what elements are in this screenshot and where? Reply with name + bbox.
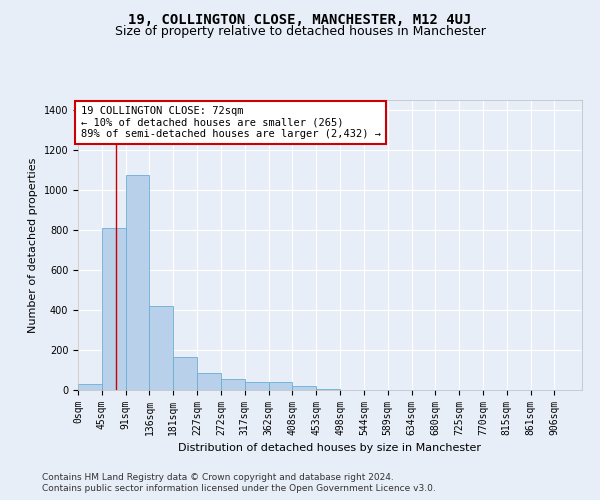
Bar (269, 382, 292, 390)
Text: Contains HM Land Registry data © Crown copyright and database right 2024.: Contains HM Land Registry data © Crown c… (42, 472, 394, 482)
Bar (173, 357, 197, 390)
Bar (292, 386, 316, 390)
Bar (197, 373, 221, 390)
Text: Contains public sector information licensed under the Open Government Licence v3: Contains public sector information licen… (42, 484, 436, 493)
Bar (245, 382, 269, 390)
Y-axis label: Number of detached properties: Number of detached properties (28, 158, 38, 332)
Text: 19, COLLINGTON CLOSE, MANCHESTER, M12 4UJ: 19, COLLINGTON CLOSE, MANCHESTER, M12 4U… (128, 12, 472, 26)
Bar (78, 384, 102, 390)
X-axis label: Distribution of detached houses by size in Manchester: Distribution of detached houses by size … (179, 444, 482, 454)
Bar (149, 306, 173, 390)
Text: 19 COLLINGTON CLOSE: 72sqm
← 10% of detached houses are smaller (265)
89% of sem: 19 COLLINGTON CLOSE: 72sqm ← 10% of deta… (80, 106, 380, 139)
Bar (125, 175, 149, 390)
Bar (102, 228, 125, 390)
Text: Size of property relative to detached houses in Manchester: Size of property relative to detached ho… (115, 25, 485, 38)
Bar (316, 389, 340, 390)
Bar (221, 379, 245, 390)
